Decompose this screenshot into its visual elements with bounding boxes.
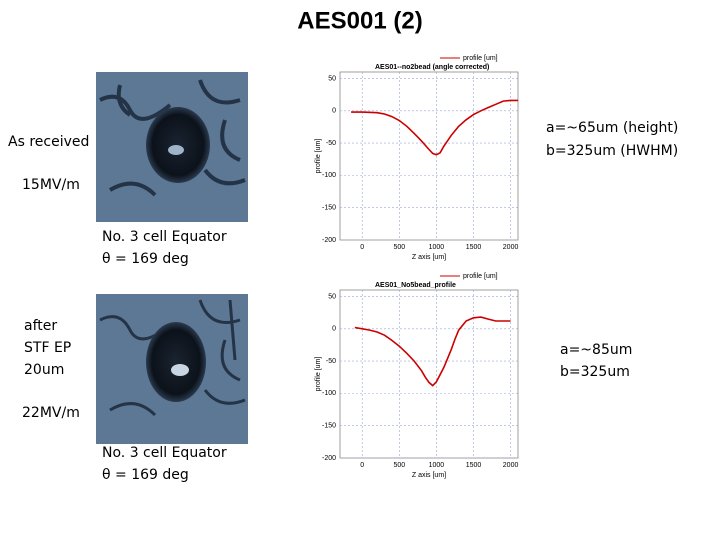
result: b=325um (HWHM) <box>546 143 678 159</box>
y-tick-label: -100 <box>322 172 336 179</box>
chart-title: AES01_No5bead_profile <box>375 282 456 289</box>
x-tick-label: 0 <box>360 244 364 251</box>
x-tick-label: 1500 <box>466 244 482 251</box>
result: b=325um <box>560 364 630 380</box>
legend-label: profile [um] <box>463 55 498 62</box>
x-axis-label: Z axis [um] <box>412 254 446 261</box>
location: θ = 169 deg <box>102 467 189 483</box>
x-tick-label: 500 <box>393 244 405 251</box>
plot-area <box>339 71 519 241</box>
y-tick-label: -50 <box>326 140 336 147</box>
y-tick-label: 0 <box>332 108 336 115</box>
location: No. 3 cell Equator <box>102 445 227 461</box>
field: 22MV/m <box>22 405 80 421</box>
y-tick-label: -200 <box>322 237 336 244</box>
y-tick-label: 0 <box>332 326 336 333</box>
condition: STF EP <box>24 340 71 356</box>
x-tick-label: 1000 <box>429 462 445 469</box>
legend-label: profile [um] <box>463 273 498 280</box>
profile-line <box>354 316 511 387</box>
x-axis-label: Z axis [um] <box>412 472 446 479</box>
y-tick-label: -200 <box>322 455 336 462</box>
result: a=~65um (height) <box>546 120 678 136</box>
profile-line <box>351 99 518 156</box>
condition: after <box>24 318 57 334</box>
x-tick-label: 2000 <box>503 244 519 251</box>
y-tick-label: -150 <box>322 423 336 430</box>
location: No. 3 cell Equator <box>102 229 227 245</box>
x-tick-label: 1000 <box>429 244 445 251</box>
condition: As received <box>8 134 89 150</box>
photo <box>96 294 248 444</box>
y-axis-label: profile [um] <box>315 139 322 174</box>
y-tick-label: -100 <box>322 390 336 397</box>
x-tick-label: 500 <box>393 462 405 469</box>
location: θ = 169 deg <box>102 251 189 267</box>
x-tick-label: 0 <box>360 462 364 469</box>
y-tick-label: -50 <box>326 358 336 365</box>
plot-area <box>339 289 519 459</box>
field: 15MV/m <box>22 177 80 193</box>
y-axis-label: profile [um] <box>315 357 322 392</box>
x-tick-label: 1500 <box>466 462 482 469</box>
condition: 20um <box>24 362 64 378</box>
y-tick-label: -150 <box>322 205 336 212</box>
y-tick-label: 50 <box>328 75 336 82</box>
chart-title: AES01--no2bead (angle corrected) <box>375 64 489 71</box>
slide-title: AES001 (2) <box>297 7 422 34</box>
photo <box>96 72 248 222</box>
result: a=~85um <box>560 342 632 358</box>
x-tick-label: 2000 <box>503 462 519 469</box>
y-tick-label: 50 <box>328 293 336 300</box>
